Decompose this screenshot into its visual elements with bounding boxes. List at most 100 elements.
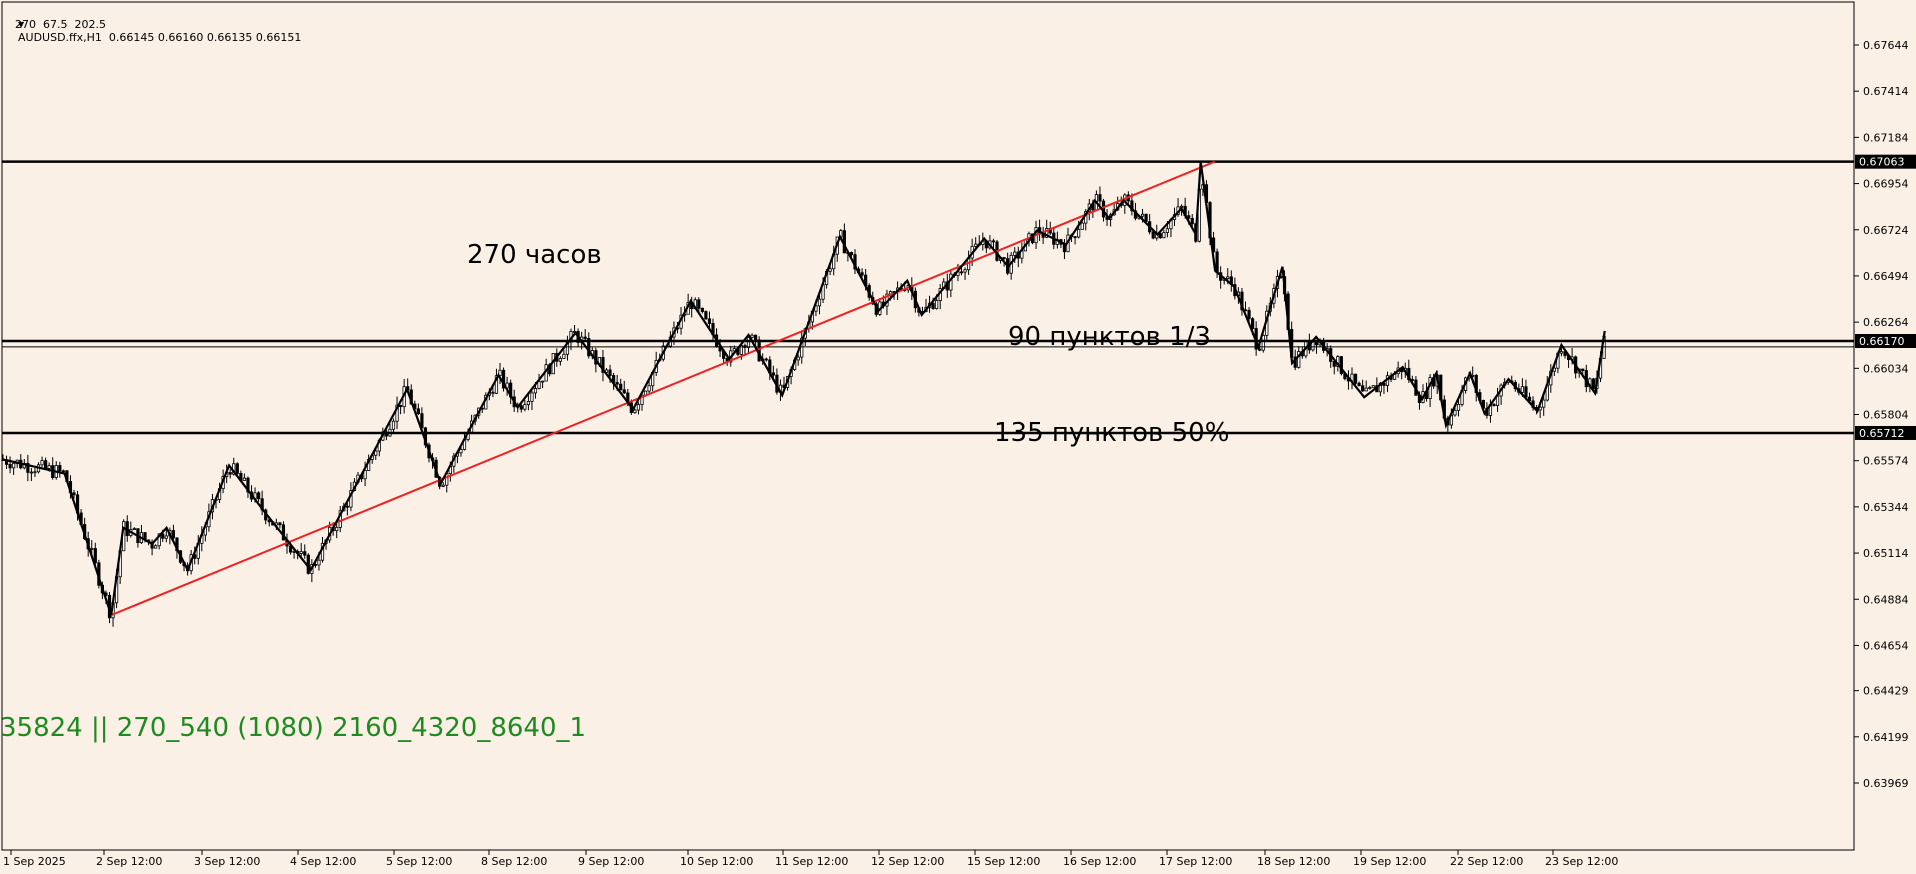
candle-body [33, 471, 37, 474]
candle-body [530, 392, 534, 402]
candle-body [1371, 385, 1375, 388]
candle-body [40, 460, 44, 466]
candle-body [558, 358, 562, 362]
y-tick-label: 0.65574 [1863, 455, 1909, 468]
candle-body [746, 336, 751, 348]
x-tick-label: 1 Sep 2025 [3, 855, 66, 868]
candle-body [619, 383, 623, 391]
y-tick-label: 0.64199 [1863, 731, 1909, 744]
candle-body [1332, 361, 1336, 367]
candle-body [12, 462, 16, 469]
candle-body [1077, 228, 1081, 238]
candle-body [335, 526, 339, 532]
y-tick-label: 0.67184 [1863, 131, 1909, 144]
candle-body [1456, 403, 1461, 411]
candle-body [29, 471, 34, 474]
candle-body [1339, 356, 1343, 375]
candle-body [154, 545, 158, 549]
candle-body [459, 449, 463, 454]
x-tick-label: 11 Sep 12:00 [775, 855, 848, 868]
candle-body [157, 533, 161, 547]
candle-body [949, 273, 953, 291]
trend-line[interactable] [110, 160, 1216, 617]
candle-body [974, 243, 978, 247]
indicator-text-green: 35824 || 270_540 (1080) 2160_4320_8640_1 [0, 713, 587, 743]
y-tick-label: 0.65804 [1863, 409, 1909, 422]
price-level-label: 0.67063 [1859, 156, 1905, 169]
candle-body [132, 528, 136, 531]
candle-body [1382, 382, 1386, 386]
candle-body [317, 559, 321, 566]
candle-body [931, 302, 935, 309]
price-level-label: 0.66170 [1859, 335, 1905, 348]
y-tick-label: 0.66264 [1863, 316, 1909, 329]
candle-body [161, 533, 165, 539]
price-level-tag [1855, 425, 1916, 440]
candle-body [697, 299, 701, 309]
candle-body [1130, 200, 1134, 212]
candle-body [1297, 351, 1301, 368]
x-tick-label: 8 Sep 12:00 [481, 855, 547, 868]
candle-body [991, 240, 996, 243]
candle-body [750, 334, 754, 338]
candle-body [1098, 194, 1102, 202]
x-tick-label: 15 Sep 12:00 [967, 855, 1040, 868]
candle-body [278, 522, 282, 526]
candle-body [608, 369, 612, 376]
candle-body [583, 336, 587, 339]
candle-body [1492, 404, 1496, 406]
y-tick-label: 0.64654 [1863, 639, 1909, 652]
candle-body [860, 272, 864, 276]
y-tick-label: 0.63969 [1863, 777, 1909, 790]
candle-body [541, 380, 545, 383]
candle-body [963, 269, 967, 273]
candle-body [1542, 399, 1546, 408]
candle-body [601, 357, 605, 373]
candle-body [1144, 213, 1148, 223]
candle-body [228, 472, 232, 475]
candle-body [1353, 373, 1358, 384]
candle-body [1311, 341, 1315, 351]
x-tick-label: 10 Sep 12:00 [680, 855, 753, 868]
candle-body [636, 404, 641, 411]
candle-body [707, 318, 712, 324]
candle-body [391, 420, 396, 430]
candle-body [849, 252, 854, 256]
zigzag-line [2, 161, 1606, 616]
candle-body [647, 385, 651, 392]
points-third-annotation: 90 пунктов 1/3 [1008, 322, 1211, 352]
symbol-header: ▼ AUDUSD.ffx,H1 0.66145 0.66160 0.66135 … [4, 4, 301, 57]
candle-body [61, 470, 65, 473]
candle-body [1251, 318, 1255, 329]
candle-body [1247, 309, 1251, 320]
candle-body [47, 465, 51, 469]
y-tick-label: 0.65344 [1863, 501, 1909, 514]
candle-body [562, 353, 566, 359]
x-tick-label: 5 Sep 12:00 [386, 855, 452, 868]
candle-body [959, 271, 964, 274]
candle-body [828, 268, 832, 272]
candle-body [299, 551, 303, 554]
candle-body [764, 358, 768, 361]
candle-body [1215, 251, 1219, 274]
candle-body [303, 551, 307, 556]
candle-body [1591, 378, 1595, 389]
candle-body [363, 470, 367, 480]
candle-body [1364, 387, 1368, 392]
menu-arrow-icon[interactable]: ▼ [18, 20, 25, 29]
price-level-tag [1855, 154, 1916, 169]
y-tick-label: 0.64429 [1863, 685, 1909, 698]
x-tick-label: 16 Sep 12:00 [1063, 855, 1136, 868]
candle-body [93, 548, 97, 564]
x-tick-label: 22 Sep 12:00 [1450, 855, 1523, 868]
candle-body [633, 409, 637, 413]
candle-body [1073, 236, 1077, 239]
x-tick-label: 19 Sep 12:00 [1353, 855, 1426, 868]
candle-body [235, 463, 239, 474]
candle-body [242, 477, 246, 481]
candle-body [1151, 231, 1155, 239]
x-tick-label: 23 Sep 12:00 [1545, 855, 1618, 868]
candle-body [416, 408, 420, 415]
